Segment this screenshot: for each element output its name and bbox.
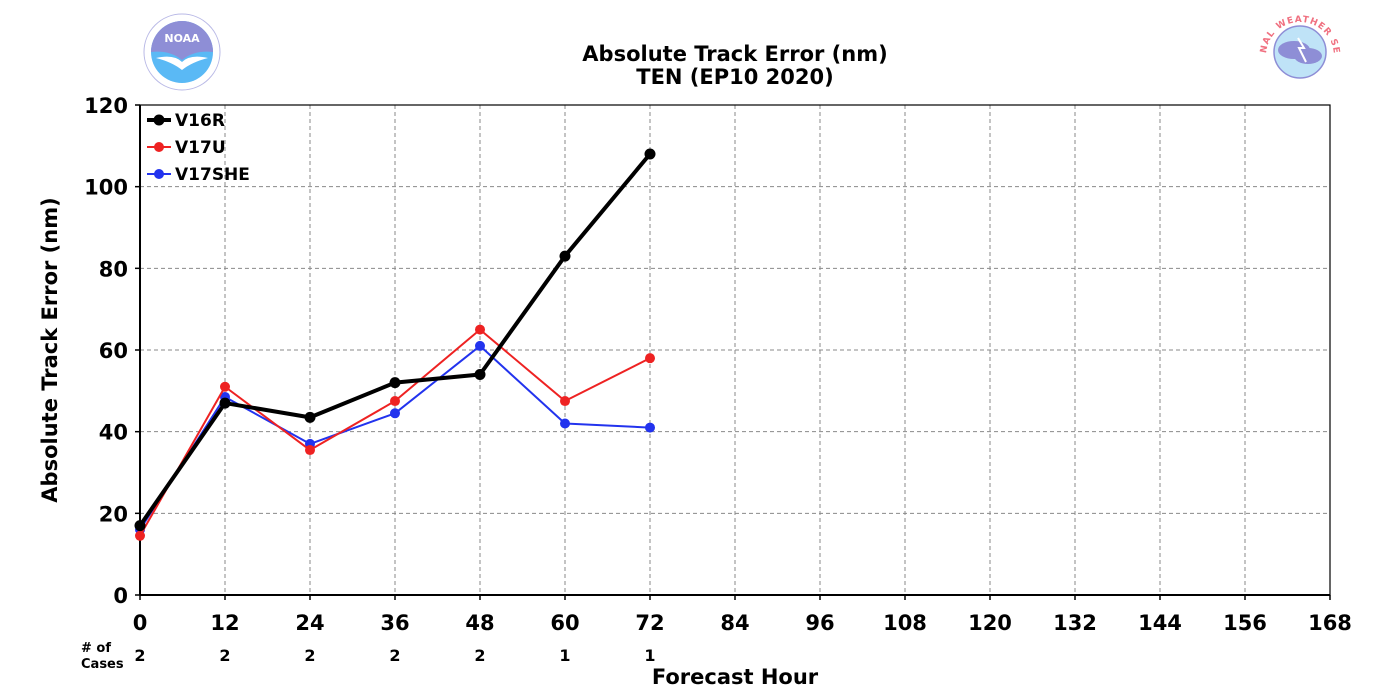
x-tick-label-12: 12 xyxy=(210,611,239,635)
legend-item-v16r: V16R xyxy=(147,111,225,131)
x-tick-label-156: 156 xyxy=(1223,611,1267,635)
legend-label-v16r: V16R xyxy=(175,111,225,131)
noaa-logo-text: NOAA xyxy=(164,32,200,45)
legend-item-v17she: V17SHE xyxy=(147,165,250,185)
x-tick-label-132: 132 xyxy=(1053,611,1097,635)
data-point-v16r-72 xyxy=(644,148,656,160)
chart-title: Absolute Track Error (nm) xyxy=(582,42,887,66)
cases-value-0: 2 xyxy=(134,646,145,665)
x-tick-label-168: 168 xyxy=(1308,611,1352,635)
legend-item-v17u: V17U xyxy=(147,138,226,158)
cases-value-24: 2 xyxy=(304,646,315,665)
legend-swatch-marker xyxy=(154,169,164,179)
x-tick-label-24: 24 xyxy=(295,611,324,635)
data-point-v16r-60 xyxy=(559,250,571,262)
y-axis-title: Absolute Track Error (nm) xyxy=(38,197,62,502)
y-tick-label-100: 100 xyxy=(84,176,128,200)
noaa-logo-icon: NOAA xyxy=(143,13,221,91)
legend-swatch-marker xyxy=(153,114,165,126)
cases-value-48: 2 xyxy=(474,646,485,665)
legend-label-v17u: V17U xyxy=(175,138,226,158)
data-point-v17she-48 xyxy=(475,340,485,351)
y-tick-label-60: 60 xyxy=(99,339,128,363)
x-tick-label-108: 108 xyxy=(883,611,927,635)
x-tick-label-144: 144 xyxy=(1138,611,1182,635)
data-point-v16r-0 xyxy=(134,520,146,532)
cases-label-line: # of xyxy=(81,641,111,656)
data-point-v17u-36 xyxy=(390,396,400,407)
legend: V16R V17U V17SHE xyxy=(147,111,250,185)
x-tick-label-36: 36 xyxy=(380,611,409,635)
cases-label-line: Cases xyxy=(81,657,124,672)
grid-lines xyxy=(140,105,1330,595)
x-tick-label-96: 96 xyxy=(805,611,834,635)
data-series xyxy=(134,148,656,541)
series-v17u xyxy=(135,324,655,541)
cases-row: # of Cases 2 2 2 2 2 1 1 xyxy=(81,641,656,672)
axis-ticks: 0 12 24 36 48 60 72 84 96 108 120 132 144 156 168 0 20 40… xyxy=(84,94,1352,635)
x-tick-label-120: 120 xyxy=(968,611,1012,635)
data-point-v16r-12 xyxy=(219,397,231,409)
legend-label-v17she: V17SHE xyxy=(175,165,250,185)
data-point-v17u-72 xyxy=(645,353,655,364)
x-axis-title: Forecast Hour xyxy=(652,665,819,689)
x-tick-label-72: 72 xyxy=(635,611,664,635)
data-point-v17u-12 xyxy=(220,381,230,392)
cases-label: # of Cases xyxy=(81,641,124,672)
data-point-v17u-48 xyxy=(475,324,485,335)
y-tick-label-20: 20 xyxy=(99,502,128,526)
chart-subtitle: TEN (EP10 2020) xyxy=(636,65,833,89)
data-point-v17she-36 xyxy=(390,408,400,419)
y-tick-label-40: 40 xyxy=(99,421,128,445)
cases-value-72: 1 xyxy=(644,646,655,665)
series-v16r xyxy=(134,148,656,532)
legend-swatch-marker xyxy=(154,142,164,152)
data-point-v16r-24 xyxy=(304,411,316,423)
nws-logo-icon: NATIONAL WEATHER SERVICE xyxy=(1259,14,1340,90)
cases-value-12: 2 xyxy=(219,646,230,665)
data-point-v17she-72 xyxy=(645,422,655,433)
data-point-v17u-24 xyxy=(305,445,315,456)
data-point-v16r-36 xyxy=(389,377,401,389)
x-tick-label-0: 0 xyxy=(133,611,148,635)
data-point-v17she-60 xyxy=(560,418,570,429)
data-point-v16r-48 xyxy=(474,369,486,380)
series-v17she xyxy=(135,340,655,535)
y-tick-label-120: 120 xyxy=(84,94,128,118)
cases-value-60: 1 xyxy=(559,646,570,665)
data-point-v17u-60 xyxy=(560,396,570,407)
x-tick-label-60: 60 xyxy=(550,611,579,635)
x-tick-label-84: 84 xyxy=(720,611,749,635)
y-tick-label-0: 0 xyxy=(113,584,128,608)
y-tick-label-80: 80 xyxy=(99,257,128,281)
cases-value-36: 2 xyxy=(389,646,400,665)
data-point-v17u-0 xyxy=(135,530,145,541)
x-tick-label-48: 48 xyxy=(465,611,494,635)
